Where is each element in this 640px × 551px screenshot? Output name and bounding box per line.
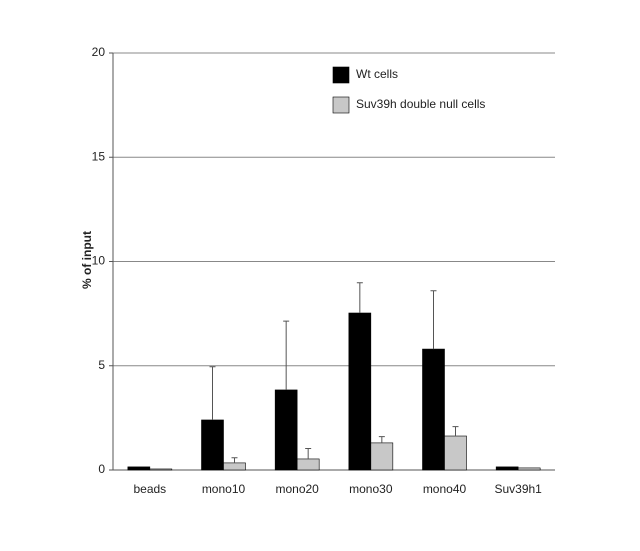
bar [149,468,173,471]
bar [201,419,224,471]
y-tick-label: 5 [98,358,105,372]
legend-label: Wt cells [356,67,398,81]
error-bar [305,448,312,459]
bar [495,466,519,471]
error-bar [430,290,437,350]
y-tick-label: 10 [92,254,106,268]
x-tick-label: beads [133,482,166,496]
y-axis-label: % of input [80,231,94,289]
bar [444,435,467,471]
error-bar [283,320,290,390]
bar [348,312,372,471]
x-tick-label: Suv39h1 [494,482,542,496]
bar [223,462,246,471]
x-tick-label: mono40 [423,482,467,496]
bar [422,348,445,471]
bar [127,466,151,471]
x-tick-label: mono20 [275,482,319,496]
bar [370,442,394,471]
legend-swatch [332,96,350,114]
error-bar [378,436,385,443]
bar [274,389,298,471]
error-bar [209,366,216,420]
bar [296,458,320,471]
error-bar [452,426,459,437]
error-bar [231,457,238,463]
y-tick-label: 15 [92,149,106,163]
x-tick-label: mono10 [202,482,246,496]
legend-label: Suv39h double null cells [356,97,485,111]
y-tick-label: 20 [92,45,106,59]
x-tick-label: mono30 [349,482,393,496]
y-tick-label: 0 [98,462,105,476]
bar [517,467,541,471]
legend-swatch [332,66,350,84]
error-bar [356,282,363,313]
